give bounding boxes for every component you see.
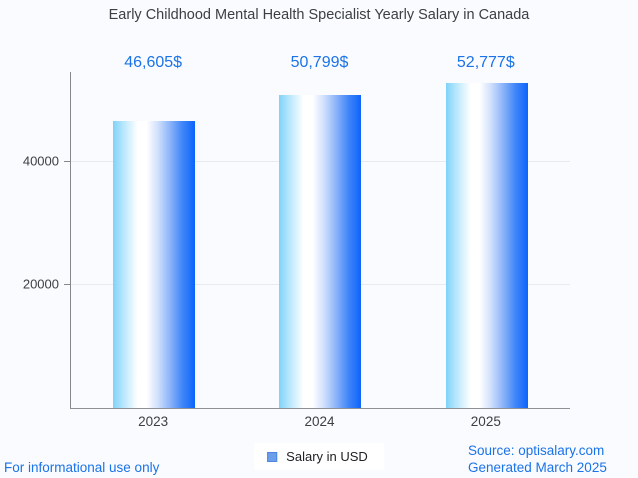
y-axis-tick-label: 20000 xyxy=(22,276,59,292)
x-axis-label-2023: 2023 xyxy=(138,414,169,429)
chart-title: Early Childhood Mental Health Specialist… xyxy=(108,7,530,23)
bar-2025 xyxy=(445,83,528,408)
plot-area: 20000 40000 xyxy=(23,72,570,409)
bar-value-label-2024: 50,799$ xyxy=(290,54,349,71)
bar-value-labels-row: 46,605$ 50,799$ 52,777$ xyxy=(70,54,569,72)
disclaimer-text: For informational use only xyxy=(4,460,160,475)
x-axis-labels-row: 2023 2024 2025 xyxy=(70,414,569,429)
y-axis-tick-mark xyxy=(64,283,71,285)
y-axis-tick-mark xyxy=(64,160,71,162)
bars-row xyxy=(71,72,570,408)
bar-2024 xyxy=(279,95,362,408)
source-info: Source: optisalary.com Generated March 2… xyxy=(468,443,607,476)
y-axis-tick-label: 40000 xyxy=(22,153,59,169)
bar-value-label-2023: 46,605$ xyxy=(124,54,183,71)
legend[interactable]: Salary in USD xyxy=(254,443,384,470)
source-text: Source: optisalary.com xyxy=(468,443,605,458)
x-axis-label-2024: 2024 xyxy=(304,414,335,429)
bar-value-label-2025: 52,777$ xyxy=(456,54,515,71)
legend-label: Salary in USD xyxy=(286,449,368,464)
x-axis-label-2025: 2025 xyxy=(470,414,501,429)
generated-text: Generated March 2025 xyxy=(468,459,607,475)
legend-swatch-icon xyxy=(267,451,278,462)
bar-2023 xyxy=(113,121,196,408)
